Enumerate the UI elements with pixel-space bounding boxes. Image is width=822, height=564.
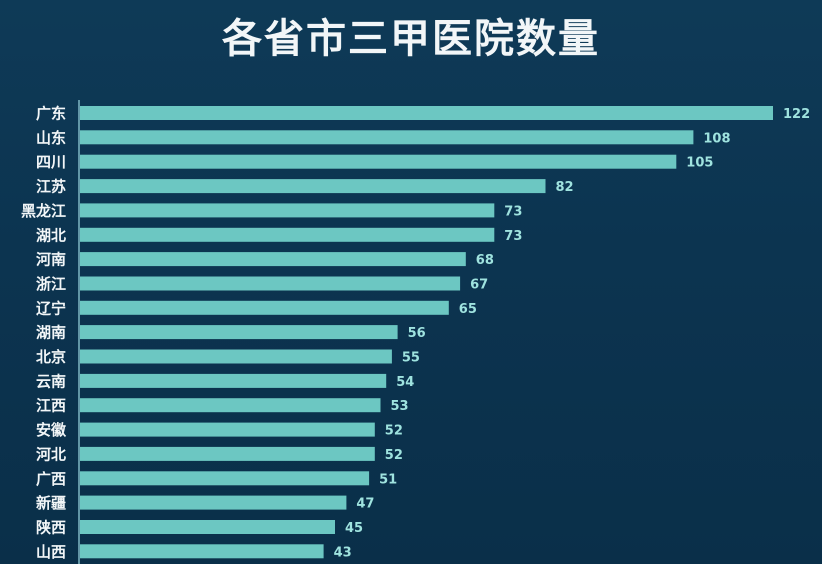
value-label-3: 82 <box>556 180 574 195</box>
value-label-15: 51 <box>379 472 397 487</box>
bar-9 <box>80 325 398 340</box>
bar-6 <box>80 252 466 267</box>
bar-15 <box>80 471 370 486</box>
bar-11 <box>80 373 387 388</box>
bar-12 <box>80 398 381 413</box>
category-label-3: 江苏 <box>36 178 66 196</box>
category-label-17: 陕西 <box>36 519 66 537</box>
value-label-8: 65 <box>459 302 477 317</box>
bar-7 <box>80 276 461 291</box>
value-label-12: 53 <box>391 399 409 414</box>
category-label-12: 江西 <box>36 397 66 415</box>
value-label-5: 73 <box>504 229 522 244</box>
value-label-18: 43 <box>334 545 352 560</box>
value-label-9: 56 <box>408 326 426 341</box>
category-label-7: 浙江 <box>36 275 66 293</box>
value-label-1: 108 <box>703 131 730 146</box>
category-label-6: 河南 <box>36 251 66 269</box>
bar-2 <box>80 154 677 169</box>
bar-10 <box>80 349 392 364</box>
bar-16 <box>80 495 347 510</box>
category-label-13: 安徽 <box>36 421 67 439</box>
chart-title: 各省市三甲医院数量 <box>222 16 600 62</box>
bar-5 <box>80 227 495 242</box>
bar-4 <box>80 203 495 218</box>
category-label-2: 四川 <box>36 153 66 171</box>
value-label-11: 54 <box>396 375 414 390</box>
bar-0 <box>80 106 773 120</box>
value-label-10: 55 <box>402 351 420 366</box>
category-label-16: 新疆 <box>36 494 66 512</box>
bar-17 <box>80 520 335 534</box>
category-label-1: 山东 <box>36 129 66 147</box>
bar-13 <box>80 422 375 437</box>
value-label-13: 52 <box>385 424 403 439</box>
category-label-18: 山西 <box>36 543 66 561</box>
category-label-8: 辽宁 <box>36 299 66 317</box>
value-label-6: 68 <box>476 253 494 268</box>
value-label-7: 67 <box>470 278 488 293</box>
value-label-14: 52 <box>385 448 403 463</box>
category-label-14: 河北 <box>36 445 66 463</box>
bar-1 <box>80 130 694 145</box>
category-label-4: 黑龙江 <box>21 202 66 220</box>
value-label-16: 47 <box>356 497 374 512</box>
bar-8 <box>80 300 449 315</box>
bar-3 <box>80 179 546 194</box>
category-label-11: 云南 <box>36 372 66 390</box>
value-label-17: 45 <box>345 521 363 536</box>
value-label-0: 122 <box>783 107 810 122</box>
category-label-0: 广东 <box>36 105 66 123</box>
value-label-4: 73 <box>504 204 522 219</box>
bar-14 <box>80 446 375 461</box>
value-label-2: 105 <box>686 156 713 171</box>
bar-18 <box>80 544 324 559</box>
category-label-15: 广西 <box>36 470 66 488</box>
category-label-5: 湖北 <box>36 226 66 244</box>
category-label-9: 湖南 <box>36 324 66 342</box>
category-label-10: 北京 <box>36 348 66 366</box>
